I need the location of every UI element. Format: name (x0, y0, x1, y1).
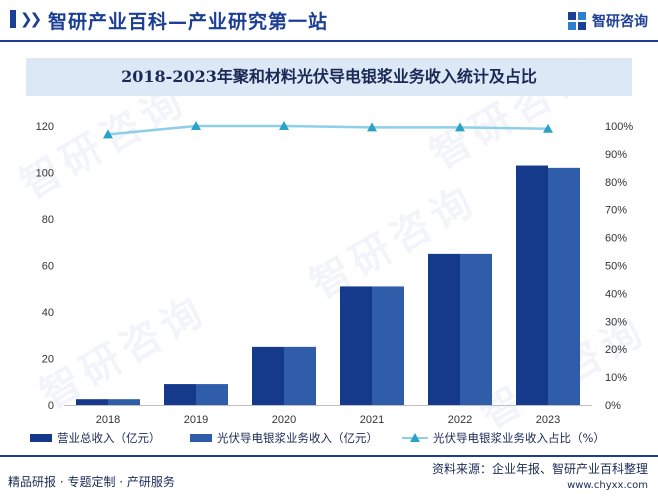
right-y-tick-label: 70% (605, 205, 627, 217)
left-y-axis: 0 20 40 60 80 100 120 (36, 121, 54, 412)
ratio-marker-2022 (455, 122, 465, 132)
footer-source: 资料来源：企业年报、智研产业百科整理 (431, 462, 648, 476)
double-chevron-icon: ❯❯ (20, 10, 42, 28)
left-y-tick-label: 100 (36, 168, 54, 180)
left-y-tick-label: 80 (42, 214, 54, 226)
right-y-axis: 0% 10% 20% 30% 40% 50% 60% 70% 80% 90% 100% (605, 121, 633, 412)
bar-silver-paste-2018 (108, 399, 140, 405)
ratio-marker-2020 (279, 121, 289, 130)
bar-revenue-2021 (340, 286, 372, 405)
x-tick-label: 2018 (96, 414, 120, 426)
right-y-tick-label: 0% (605, 400, 621, 412)
header-divider (0, 40, 658, 42)
x-tick-label: 2021 (360, 414, 384, 426)
x-tick-label: 2019 (184, 414, 208, 426)
left-y-tick-label: 20 (42, 354, 54, 366)
footer-services: 精品研报 · 专题定制 · 产研服务 (8, 475, 175, 489)
left-y-tick-label: 60 (42, 261, 54, 273)
bar-revenue-2018 (76, 399, 108, 405)
ratio-line-series (103, 121, 553, 139)
left-y-tick-label: 120 (36, 121, 54, 133)
legend-item-silver-paste: 光伏导电银浆业务收入（亿元） (190, 430, 378, 446)
legend-label-revenue: 营业总收入（亿元） (57, 431, 161, 445)
site-title: 智研产业百科—产业研究第一站 (48, 11, 329, 33)
header-accent-bar (10, 10, 16, 28)
footer-divider (0, 455, 658, 457)
brand[interactable]: 智研咨询 (568, 10, 648, 32)
x-tick-label: 2023 (536, 414, 560, 426)
legend-swatch-revenue (30, 434, 52, 442)
x-tick-label: 2020 (272, 414, 296, 426)
ratio-marker-2023 (543, 123, 553, 133)
right-y-tick-label: 90% (605, 149, 627, 161)
bar-silver-paste-2019 (196, 384, 228, 405)
right-y-tick-label: 50% (605, 261, 627, 273)
right-y-tick-label: 30% (605, 316, 627, 328)
ratio-line-path (107, 124, 549, 136)
bar-silver-paste-2022 (460, 253, 492, 405)
bar-series (76, 165, 580, 405)
left-y-tick-label: 40 (42, 307, 54, 319)
bar-revenue-2023 (516, 165, 548, 405)
right-y-tick-label: 10% (605, 372, 627, 384)
legend-item-ratio: 光伏导电银浆业务收入占比（%） (402, 430, 605, 446)
chart-title: 2018-2023年聚和材料光伏导电银浆业务收入统计及占比 (121, 67, 537, 86)
x-axis: 2018 2019 2020 2021 2022 2023 (96, 414, 560, 426)
chart-plot: 0 20 40 60 80 100 120 0% 10% 20% 30% 40% 50% 60% 70% 8… (36, 121, 633, 426)
legend-label-silver-paste: 光伏导电银浆业务收入（亿元） (217, 431, 378, 445)
ratio-marker-2019 (191, 121, 201, 130)
right-y-tick-label: 40% (605, 288, 627, 300)
legend: 营业总收入（亿元） 光伏导电银浆业务收入（亿元） 光伏导电银浆业务收入占比（%） (30, 430, 640, 446)
bar-silver-paste-2020 (284, 346, 316, 405)
legend-swatch-silver-paste (190, 434, 212, 442)
legend-swatch-ratio (402, 433, 428, 443)
legend-item-revenue: 营业总收入（亿元） (30, 430, 161, 446)
chart-title-box: 2018-2023年聚和材料光伏导电银浆业务收入统计及占比 (26, 58, 632, 96)
ratio-marker-2021 (367, 122, 377, 132)
left-y-tick-label: 0 (48, 400, 54, 412)
x-tick-label: 2022 (448, 414, 472, 426)
top-header: ❯❯ 智研产业百科—产业研究第一站 智研咨询 (0, 0, 658, 42)
bar-revenue-2019 (164, 384, 196, 405)
ratio-marker-2018 (103, 129, 113, 139)
bar-revenue-2020 (252, 346, 284, 405)
right-y-tick-label: 100% (605, 121, 633, 133)
bar-revenue-2022 (428, 253, 460, 405)
zhiyan-logo-icon (568, 12, 586, 30)
bar-silver-paste-2023 (548, 167, 580, 405)
brand-name: 智研咨询 (592, 14, 648, 30)
footer-url[interactable]: www.chyxx.com (567, 480, 648, 491)
right-y-tick-label: 80% (605, 177, 627, 189)
bar-silver-paste-2021 (372, 286, 404, 405)
legend-label-ratio: 光伏导电银浆业务收入占比（%） (433, 431, 605, 445)
right-y-tick-label: 20% (605, 344, 627, 356)
right-y-tick-label: 60% (605, 233, 627, 245)
footer: 精品研报 · 专题定制 · 产研服务 资料来源：企业年报、智研产业百科整理 ww… (0, 455, 658, 499)
